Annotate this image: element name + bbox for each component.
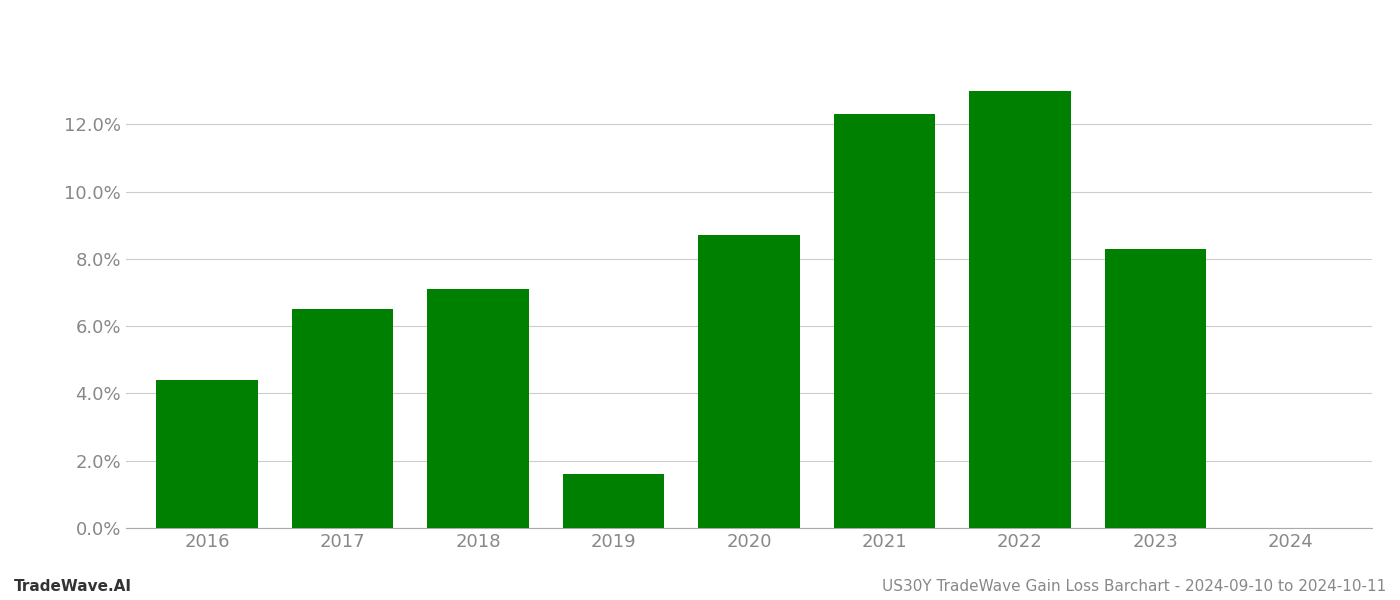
Bar: [563, 474, 665, 528]
Bar: [427, 289, 529, 528]
Bar: [157, 380, 258, 528]
Text: TradeWave.AI: TradeWave.AI: [14, 579, 132, 594]
Bar: [293, 309, 393, 528]
Bar: [699, 235, 799, 528]
Bar: [833, 114, 935, 528]
Bar: [969, 91, 1071, 528]
Text: US30Y TradeWave Gain Loss Barchart - 2024-09-10 to 2024-10-11: US30Y TradeWave Gain Loss Barchart - 202…: [882, 579, 1386, 594]
Bar: [1105, 249, 1205, 528]
